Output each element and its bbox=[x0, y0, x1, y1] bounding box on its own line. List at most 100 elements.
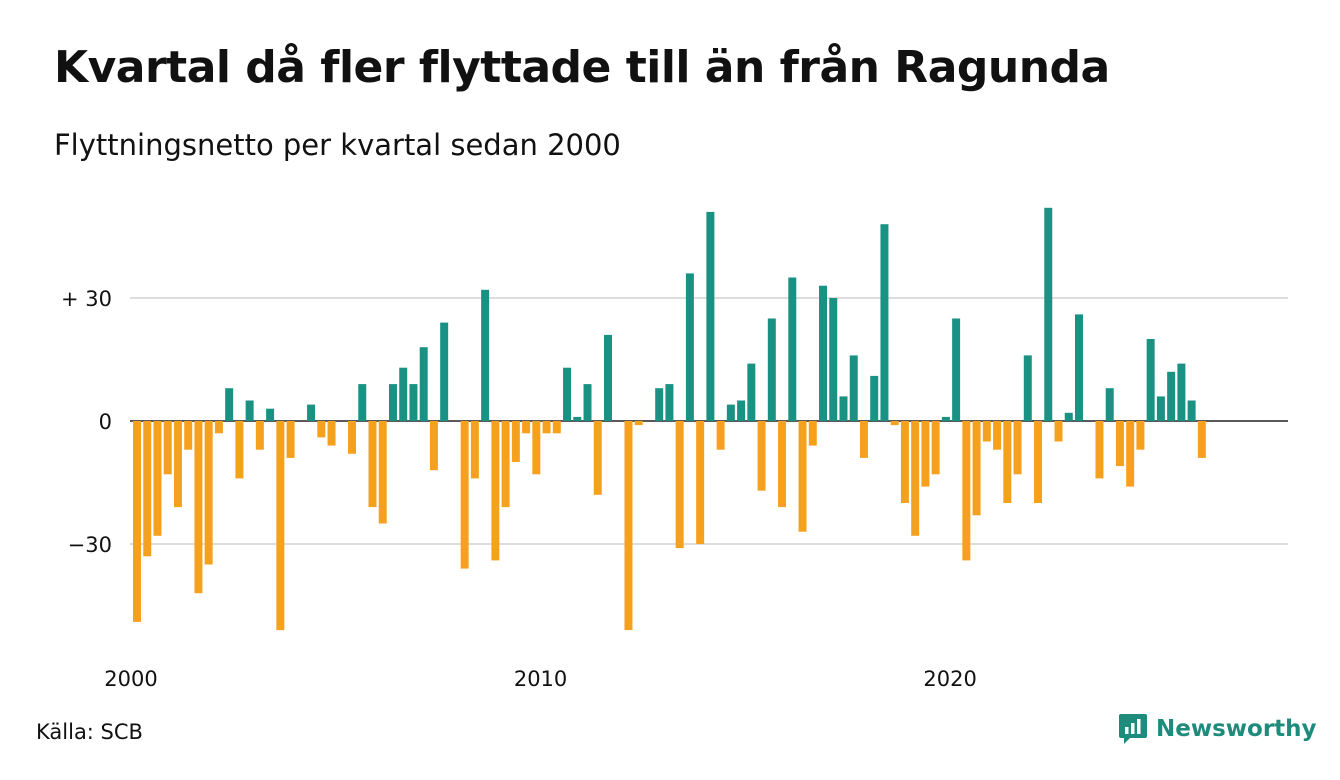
bar bbox=[470, 421, 479, 479]
bar bbox=[143, 421, 152, 557]
brand-logo: Newsworthy bbox=[1118, 712, 1317, 746]
bar bbox=[634, 421, 643, 426]
bar bbox=[235, 421, 244, 479]
bar bbox=[1003, 421, 1012, 503]
bar bbox=[1095, 421, 1104, 479]
y-tick-label: −30 bbox=[68, 533, 112, 557]
bar bbox=[153, 421, 162, 536]
bar bbox=[819, 285, 828, 421]
bar bbox=[317, 421, 326, 438]
bar bbox=[716, 421, 725, 450]
bar bbox=[481, 289, 490, 421]
chart-subtitle: Flyttningsnetto per kvartal sedan 2000 bbox=[54, 128, 621, 162]
bar bbox=[921, 421, 930, 487]
bar bbox=[685, 273, 694, 421]
bar bbox=[870, 375, 879, 421]
bar bbox=[204, 421, 213, 565]
bar bbox=[388, 384, 397, 421]
bar bbox=[1115, 421, 1124, 467]
bar bbox=[624, 421, 633, 631]
bar bbox=[368, 421, 377, 508]
bar bbox=[214, 421, 223, 434]
bar bbox=[1136, 421, 1145, 450]
bar bbox=[1064, 412, 1073, 421]
bar bbox=[358, 384, 367, 421]
bar bbox=[491, 421, 500, 561]
bar bbox=[1044, 207, 1053, 421]
y-tick-label: 0 bbox=[99, 410, 112, 434]
bar bbox=[767, 318, 776, 421]
bar bbox=[972, 421, 981, 516]
bar bbox=[409, 384, 418, 421]
bar bbox=[276, 421, 285, 631]
bar bbox=[726, 404, 735, 421]
bar bbox=[429, 421, 438, 471]
bar bbox=[1013, 421, 1022, 475]
bar bbox=[788, 277, 797, 421]
bar bbox=[1074, 314, 1083, 421]
bar bbox=[675, 421, 684, 549]
bar bbox=[133, 421, 141, 622]
bar bbox=[1146, 339, 1155, 421]
bar bbox=[573, 416, 582, 421]
bar bbox=[1187, 400, 1196, 421]
bar bbox=[563, 367, 572, 421]
bar bbox=[419, 347, 428, 421]
bar bbox=[286, 421, 295, 458]
bar bbox=[829, 298, 838, 421]
bar bbox=[1054, 421, 1063, 442]
chart-title: Kvartal då fler flyttade till än från Ra… bbox=[54, 42, 1110, 93]
bar bbox=[665, 384, 674, 421]
bar bbox=[655, 388, 664, 421]
bar bbox=[225, 388, 234, 421]
bar bbox=[440, 322, 449, 421]
bar bbox=[808, 421, 817, 446]
bar bbox=[1177, 363, 1186, 421]
bars bbox=[133, 207, 1206, 631]
bar bbox=[184, 421, 193, 450]
bar bbox=[890, 421, 899, 426]
bar bbox=[952, 318, 961, 421]
bar bbox=[266, 408, 275, 421]
bar bbox=[757, 421, 766, 491]
bar bbox=[173, 421, 182, 508]
bar bbox=[880, 224, 889, 421]
bar bbox=[849, 355, 858, 421]
bar bbox=[798, 421, 807, 532]
brand-name: Newsworthy bbox=[1156, 716, 1317, 742]
bar bbox=[552, 421, 561, 434]
bar bbox=[542, 421, 551, 434]
bar bbox=[522, 421, 531, 434]
bar bbox=[327, 421, 336, 446]
bar bbox=[911, 421, 920, 536]
bar bbox=[460, 421, 469, 569]
x-tick-label: 2000 bbox=[104, 667, 157, 691]
newsworthy-logo-icon bbox=[1119, 714, 1147, 744]
bar bbox=[696, 421, 705, 544]
bar bbox=[931, 421, 940, 475]
bar bbox=[255, 421, 264, 450]
bar bbox=[532, 421, 541, 475]
bar bbox=[737, 400, 746, 421]
bar bbox=[778, 421, 787, 508]
bar bbox=[399, 367, 408, 421]
bar bbox=[604, 334, 612, 421]
bar bbox=[1197, 421, 1206, 458]
bar bbox=[163, 421, 172, 475]
bar bbox=[1023, 355, 1032, 421]
bar bbox=[194, 421, 203, 594]
bar bbox=[900, 421, 909, 503]
bar bbox=[1156, 396, 1165, 421]
bar bbox=[307, 404, 316, 421]
bar bbox=[1126, 421, 1135, 487]
x-tick-label: 2010 bbox=[514, 667, 567, 691]
bar bbox=[348, 421, 357, 454]
axis-labels: + 30 0 −30 2000 2010 2020 bbox=[61, 287, 977, 691]
bar bbox=[593, 421, 602, 495]
bar bbox=[962, 421, 971, 561]
bar bbox=[1034, 421, 1043, 503]
bar bbox=[245, 400, 254, 421]
bar bbox=[1167, 371, 1176, 421]
bar bbox=[941, 416, 950, 421]
bar bbox=[859, 421, 868, 458]
